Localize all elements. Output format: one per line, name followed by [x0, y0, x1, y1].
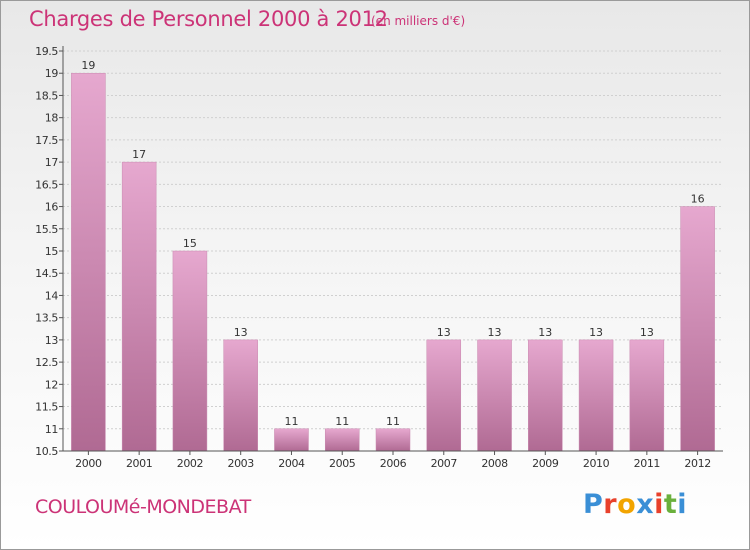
logo-letter: o	[617, 489, 637, 520]
x-tick-label: 2002	[177, 457, 203, 470]
logo-letter: i	[654, 489, 664, 520]
x-tick-label: 2010	[583, 457, 610, 470]
bar-value-label: 13	[234, 326, 248, 339]
y-tick-label: 19.5	[35, 45, 58, 58]
bar-2012[interactable]	[680, 206, 715, 452]
proxiti-logo[interactable]: Proxiti	[583, 489, 687, 520]
y-tick-label: 12.5	[35, 356, 58, 369]
grid-lines	[63, 50, 723, 452]
bar-2006[interactable]	[375, 428, 411, 452]
y-tick-label: 13	[45, 334, 59, 347]
chart-unit: (en milliers d'€)	[371, 14, 466, 28]
y-tick-label: 15.5	[35, 223, 58, 236]
bar-value-label: 15	[183, 237, 197, 250]
x-tick-label: 2012	[684, 457, 710, 470]
chart-title: Charges de Personnel 2000 à 2012	[29, 7, 388, 31]
bar-2011[interactable]	[629, 339, 665, 452]
bar-2004[interactable]	[274, 428, 309, 452]
bar-2003[interactable]	[223, 339, 258, 452]
bar-value-label: 11	[386, 415, 400, 428]
y-tick-label: 19	[45, 67, 59, 80]
y-tick-label: 17	[45, 156, 59, 169]
bar-value-label: 17	[132, 148, 146, 161]
x-tick-label: 2007	[431, 457, 458, 470]
bar-value-label: 13	[538, 326, 552, 339]
logo-letter: i	[677, 489, 688, 520]
y-tick-label: 11	[45, 423, 58, 436]
town-name: COULOUMé-MONDEBAT	[35, 496, 251, 518]
y-tick-label: 14.5	[35, 267, 58, 280]
x-tick-label: 2008	[481, 457, 508, 470]
bar-2010[interactable]	[578, 339, 614, 452]
y-tick-label: 11.5	[35, 401, 58, 414]
logo-letter: P	[583, 489, 604, 520]
y-tick-label: 14	[45, 289, 59, 302]
labels: 10.5 11 11.5 12 12.5 13 13.5 14 14.5 15 15.5 16 16.5…	[35, 45, 711, 470]
x-tick-label: 2003	[227, 457, 254, 470]
logo-letter: r	[603, 489, 618, 520]
y-tick-label: 13.5	[35, 312, 58, 325]
bar-chart: 10.5 11 11.5 12 12.5 13 13.5 14 14.5 15 15.5 16 16.5…	[35, 45, 723, 470]
x-tick-label: 2009	[532, 457, 559, 470]
y-tick-label: 16.5	[35, 178, 58, 191]
x-tick-label: 2001	[126, 457, 152, 470]
bars	[71, 72, 715, 452]
y-tick-label: 16	[45, 201, 59, 214]
bar-2000[interactable]	[71, 72, 106, 452]
x-tick-label: 2004	[278, 457, 305, 470]
bar-2001[interactable]	[121, 161, 157, 452]
bar-2005[interactable]	[324, 428, 360, 452]
logo-letter: t	[663, 489, 678, 520]
bar-value-label: 11	[284, 415, 298, 428]
bar-2002[interactable]	[172, 250, 208, 452]
x-tick-label: 2011	[634, 457, 660, 470]
bar-value-label: 13	[488, 326, 502, 339]
bar-2008[interactable]	[477, 339, 512, 452]
y-tick-label: 17.5	[35, 134, 58, 147]
bar-value-label: 19	[81, 59, 95, 72]
y-tick-label: 18	[45, 112, 59, 125]
axes	[59, 46, 723, 455]
y-tick-label: 10.5	[35, 445, 58, 458]
bar-value-label: 11	[335, 415, 349, 428]
bar-value-label: 13	[589, 326, 603, 339]
bar-value-label: 13	[437, 326, 451, 339]
x-tick-label: 2000	[75, 457, 102, 470]
bar-value-label: 16	[691, 193, 705, 206]
x-tick-label: 2006	[380, 457, 407, 470]
x-tick-label: 2005	[329, 457, 356, 470]
y-tick-label: 12	[45, 378, 58, 391]
bar-2009[interactable]	[528, 339, 563, 452]
bar-value-label: 13	[640, 326, 654, 339]
logo-letter: x	[636, 489, 655, 520]
y-tick-label: 15	[45, 245, 59, 258]
bar-2007[interactable]	[426, 339, 462, 452]
y-tick-label: 18.5	[35, 89, 58, 102]
